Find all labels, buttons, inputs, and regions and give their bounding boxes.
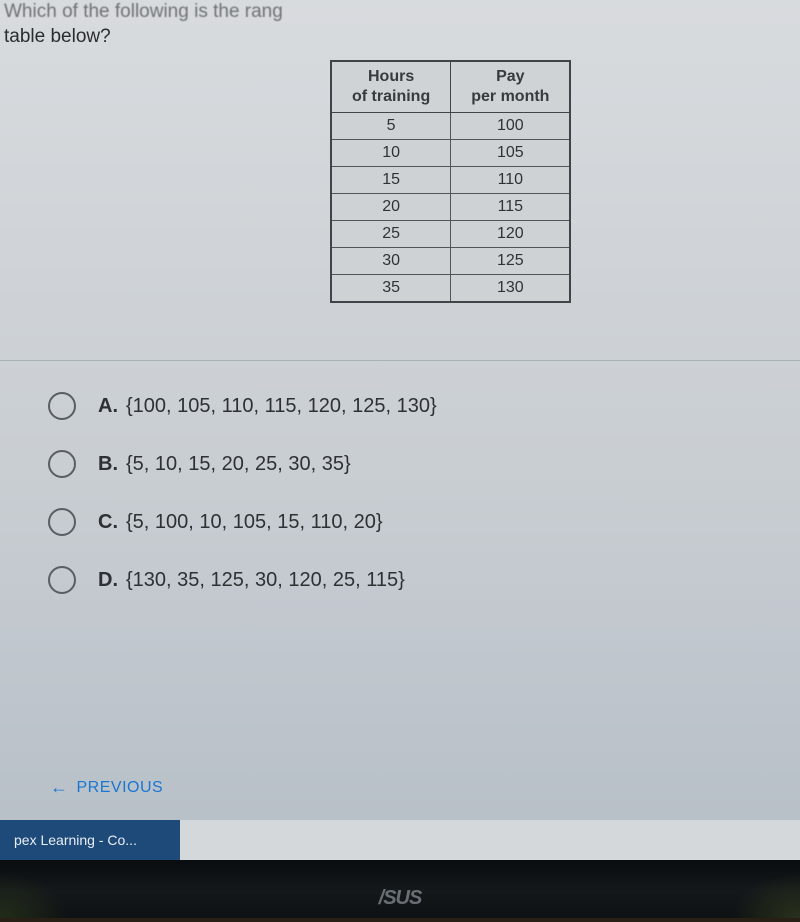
- taskbar-tab[interactable]: pex Learning - Co...: [0, 820, 180, 860]
- monitor-brand-logo: /SUS: [379, 887, 422, 910]
- previous-button[interactable]: ← PREVIOUS: [50, 777, 163, 798]
- table-row: 5100: [331, 113, 570, 140]
- quiz-content: Which of the following is the rang table…: [0, 0, 800, 820]
- bezel-corner-right: [730, 872, 800, 922]
- option-a-label: A.{100, 105, 110, 115, 120, 125, 130}: [98, 395, 437, 418]
- bezel-corner-left: [0, 872, 70, 922]
- question-line-2: table below?: [4, 25, 283, 50]
- table-row: 35130: [331, 275, 570, 303]
- data-table: Hours of training Pay per month 5100 101…: [330, 60, 571, 303]
- taskbar-app-label: pex Learning - Co...: [14, 832, 137, 848]
- table-body: 5100 10105 15110 20115 25120 30125 35130: [331, 113, 570, 303]
- table-header-hours: Hours of training: [331, 61, 451, 113]
- radio-c[interactable]: [48, 508, 76, 536]
- option-d-label: D.{130, 35, 125, 30, 120, 25, 115}: [98, 569, 405, 592]
- table-row: 25120: [331, 221, 570, 248]
- table-row: 10105: [331, 140, 570, 167]
- table-row: 30125: [331, 248, 570, 275]
- option-d[interactable]: D.{130, 35, 125, 30, 120, 25, 115}: [48, 566, 437, 594]
- answer-options: A.{100, 105, 110, 115, 120, 125, 130} B.…: [48, 392, 437, 624]
- option-c-label: C.{5, 100, 10, 105, 15, 110, 20}: [98, 511, 383, 534]
- radio-b[interactable]: [48, 450, 76, 478]
- table-row: 15110: [331, 167, 570, 194]
- desk-edge: [0, 918, 800, 922]
- option-b-label: B.{5, 10, 15, 20, 25, 30, 35}: [98, 453, 351, 476]
- table-row: 20115: [331, 194, 570, 221]
- option-a[interactable]: A.{100, 105, 110, 115, 120, 125, 130}: [48, 392, 437, 420]
- question-line-1: Which of the following is the rang: [4, 0, 283, 25]
- radio-a[interactable]: [48, 392, 76, 420]
- section-divider: [0, 360, 800, 361]
- question-prompt: Which of the following is the rang table…: [0, 0, 283, 49]
- monitor-bezel: /SUS: [0, 860, 800, 922]
- option-c[interactable]: C.{5, 100, 10, 105, 15, 110, 20}: [48, 508, 437, 536]
- previous-label: PREVIOUS: [77, 779, 164, 797]
- table-header-pay: Pay per month: [451, 61, 571, 113]
- option-b[interactable]: B.{5, 10, 15, 20, 25, 30, 35}: [48, 450, 437, 478]
- radio-d[interactable]: [48, 566, 76, 594]
- arrow-left-icon: ←: [50, 777, 69, 798]
